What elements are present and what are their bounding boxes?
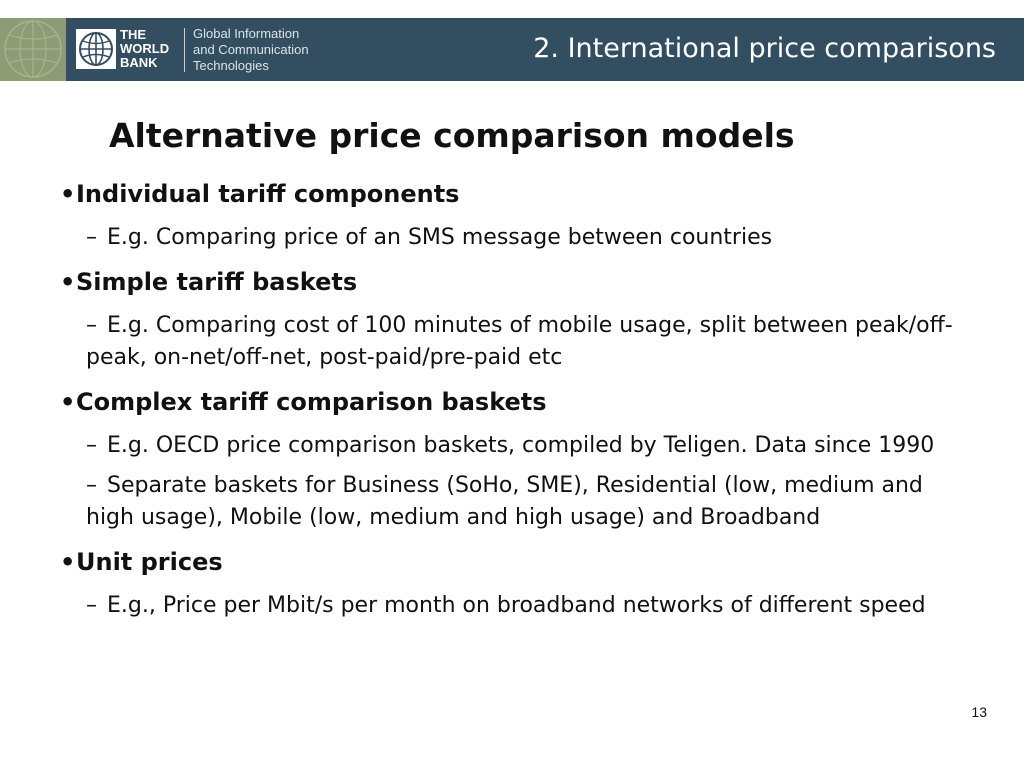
sub-item: – E.g., Price per Mbit/s per month on bro… <box>60 590 966 622</box>
sub-dash-icon: – <box>86 593 97 618</box>
unit-line-2: and Communication <box>193 42 309 57</box>
sub-dash-icon: – <box>86 313 97 338</box>
bullet-dot-icon: • <box>60 388 76 416</box>
sub-item: – Separate baskets for Business (SoHo, SM… <box>60 470 966 534</box>
unit-name: Global Information and Communication Tec… <box>193 26 309 74</box>
sub-text: Separate baskets for Business (SoHo, SME… <box>86 473 923 530</box>
section-title: 2. International price comparisons <box>533 33 996 64</box>
bullet-dot-icon: • <box>60 180 76 208</box>
bullet-label: Unit prices <box>76 548 223 576</box>
bullet-dot-icon: • <box>60 268 76 296</box>
sub-text: E.g. Comparing price of an SMS message b… <box>107 225 773 250</box>
bullet-label: Simple tariff baskets <box>76 268 358 296</box>
logo-line-1: THE <box>120 27 146 42</box>
sub-text: E.g. Comparing cost of 100 minutes of mo… <box>86 313 953 370</box>
sub-text: E.g., Price per Mbit/s per month on broa… <box>107 593 926 618</box>
bullet-item: • Unit prices <box>60 546 960 578</box>
bullet-item: • Complex tariff comparison baskets <box>60 386 960 418</box>
logo-divider <box>184 28 185 72</box>
bullet-item: • Individual tariff components <box>60 178 960 210</box>
unit-line-1: Global Information <box>193 26 300 41</box>
sub-dash-icon: – <box>86 225 97 250</box>
sub-item: – E.g. Comparing price of an SMS message … <box>60 222 966 254</box>
bullet-list: • Individual tariff components – E.g. Com… <box>60 178 960 622</box>
world-bank-emblem-icon <box>76 29 116 69</box>
bullet-label: Complex tariff comparison baskets <box>76 388 547 416</box>
page-number: 13 <box>971 704 987 720</box>
sub-dash-icon: – <box>86 473 97 498</box>
world-bank-wordmark: THE WORLD BANK <box>120 28 180 70</box>
sub-dash-icon: – <box>86 433 97 458</box>
bullet-item: • Simple tariff baskets <box>60 266 960 298</box>
sub-item: – E.g. Comparing cost of 100 minutes of m… <box>60 310 966 374</box>
unit-line-3: Technologies <box>193 58 269 73</box>
bullet-label: Individual tariff components <box>76 180 460 208</box>
slide-title: Alternative price comparison models <box>109 116 795 155</box>
header-band: THE WORLD BANK Global Information and Co… <box>0 18 1024 81</box>
globe-watermark-icon <box>4 20 62 78</box>
sub-text: E.g. OECD price comparison baskets, comp… <box>107 433 935 458</box>
bullet-dot-icon: • <box>60 548 76 576</box>
logo-line-3: BANK <box>120 55 158 70</box>
logo-line-2: WORLD <box>120 41 170 56</box>
sub-item: – E.g. OECD price comparison baskets, com… <box>60 430 966 462</box>
world-bank-logo: THE WORLD BANK <box>76 26 178 73</box>
